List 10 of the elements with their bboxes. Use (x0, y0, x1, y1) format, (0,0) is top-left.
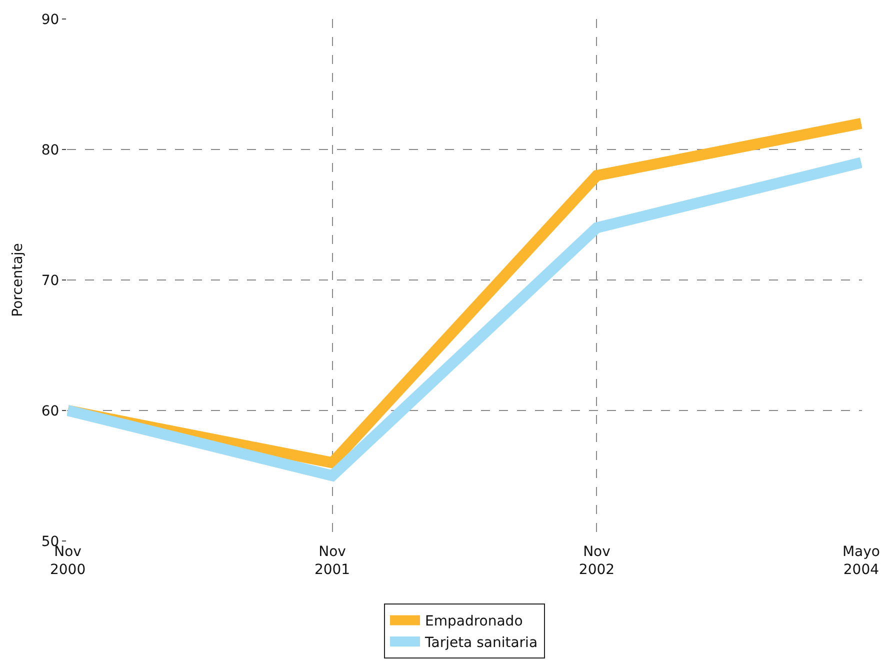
x-tick-label: Nov 2002 (578, 544, 615, 578)
y-tick-label: 90 (41, 12, 60, 28)
y-tick-label: 70 (41, 272, 60, 289)
y-tick-label: 60 (41, 403, 60, 420)
legend-label: Tarjeta sanitaria (424, 634, 538, 651)
x-tick-label: Mayo 2004 (842, 544, 880, 578)
y-axis-title: Porcentaje (10, 243, 26, 317)
x-tick-label: Nov 2001 (314, 544, 350, 578)
legend-label: Empadronado (425, 614, 523, 630)
y-tick-label: 80 (41, 142, 60, 158)
